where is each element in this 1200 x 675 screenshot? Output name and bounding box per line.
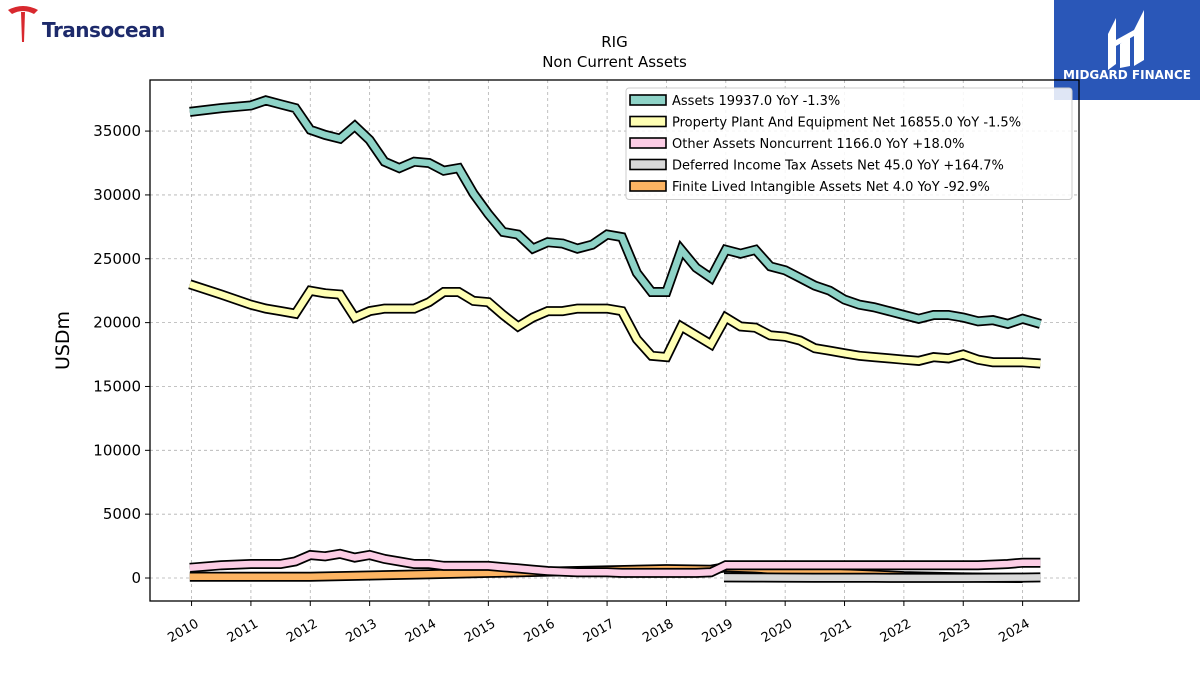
series-line-2 (189, 548, 1041, 578)
series-line-3 (723, 572, 1041, 583)
series-fill-line (188, 281, 1041, 367)
legend-swatch (629, 94, 667, 106)
legend-swatch (629, 180, 667, 192)
legend-swatch (629, 137, 667, 149)
x-tick-label: 2011 (225, 616, 261, 646)
series-fill-line (189, 550, 1041, 577)
transocean-logo-text: Transocean (42, 18, 165, 42)
y-tick-label: 35000 (93, 122, 141, 140)
chart-title: RIG (601, 33, 627, 51)
transocean-logo: Transocean (6, 4, 186, 46)
legend-entry-label: Property Plant And Equipment Net 16855.0… (672, 116, 1021, 131)
x-tick-label: 2023 (937, 616, 973, 646)
y-tick-label: 30000 (93, 186, 141, 204)
axes-frame (149, 79, 1080, 602)
x-tick-label: 2012 (284, 616, 320, 646)
y-axis-label: USDm (52, 311, 74, 370)
x-tick-label: 2022 (878, 616, 914, 646)
y-tick-label: 5000 (103, 505, 141, 523)
plot-area (188, 95, 1042, 583)
legend-swatch (629, 158, 667, 171)
y-tick-label: 10000 (93, 441, 141, 459)
legend-entry-label: Other Assets Noncurrent 1166.0 YoY +18.0… (672, 137, 964, 152)
y-tick-label: 0 (131, 569, 141, 587)
series-outline (188, 279, 1041, 369)
midgard-finance-logo: MIDGARD FINANCE (1054, 0, 1200, 100)
x-tick-label: 2021 (818, 616, 854, 646)
x-tick-label: 2018 (640, 616, 676, 646)
series-fill-line (723, 574, 1041, 582)
series-line-0 (189, 95, 1042, 330)
y-tick-label: 25000 (93, 250, 141, 268)
y-tick-label: 15000 (93, 377, 141, 395)
legend: Assets 19937.0 YoY -1.3% Property Plant A… (625, 87, 1073, 200)
legend-swatch (629, 115, 667, 128)
transocean-mark-icon (8, 6, 38, 42)
legend-entry-label: Deferred Income Tax Assets Net 45.0 YoY … (672, 159, 1004, 174)
x-tick-label: 2014 (403, 616, 439, 646)
x-tick-label: 2020 (759, 616, 795, 646)
x-tick-label: 2016 (522, 616, 558, 646)
legend-entry-label: Finite Lived Intangible Assets Net 4.0 Y… (672, 180, 990, 195)
legend-entry-label: Assets 19937.0 YoY -1.3% (672, 94, 840, 109)
x-tick-label: 2015 (462, 616, 498, 646)
x-tick-label: 2019 (700, 616, 736, 646)
x-tick-label: 2013 (343, 616, 379, 646)
midgard-mark-icon (1108, 10, 1144, 70)
x-tick-label: 2024 (996, 616, 1032, 646)
x-tick-label: 2017 (581, 616, 617, 646)
chart-subtitle: Non Current Assets (542, 53, 687, 71)
midgard-finance-logo-text: MIDGARD FINANCE (1063, 68, 1191, 82)
series-line-1 (188, 279, 1041, 369)
x-tick-label: 2010 (165, 616, 201, 646)
y-tick-label: 20000 (93, 314, 141, 332)
series-fill-line (189, 97, 1042, 328)
legend-box (625, 87, 1073, 200)
